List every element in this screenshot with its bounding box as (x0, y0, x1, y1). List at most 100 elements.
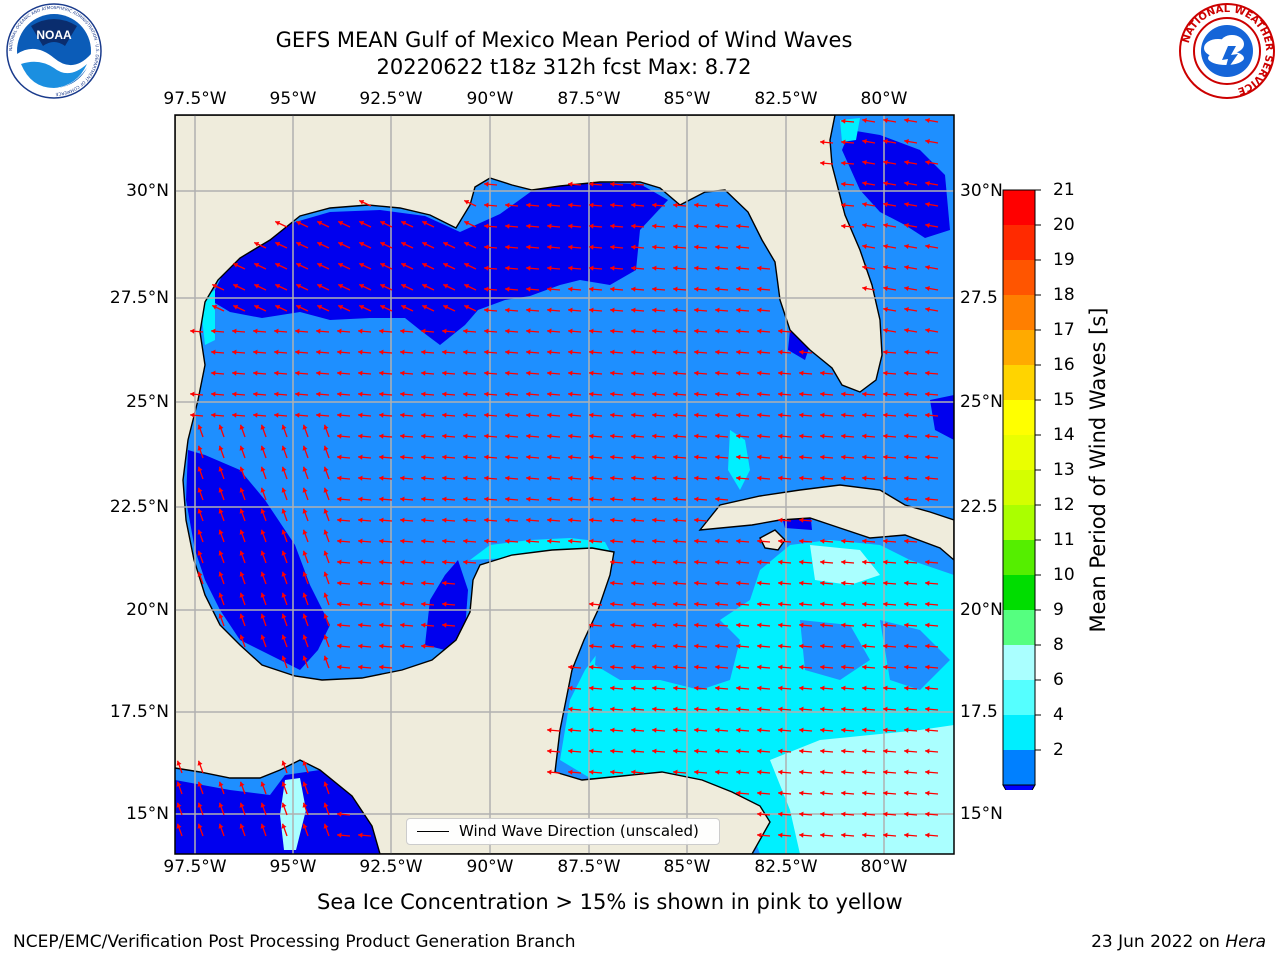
wind-arrow-head (274, 370, 279, 376)
wind-arrow-head (505, 202, 510, 208)
wind-arrow-head (862, 201, 867, 208)
wind-arrow-head (757, 664, 762, 670)
wind-arrow-head (694, 454, 699, 460)
wind-arrow-head (778, 412, 783, 418)
wind-arrow-head (547, 748, 552, 754)
wind-arrow-head (568, 370, 573, 376)
wind-arrow-head (820, 727, 825, 733)
wind-arrow-head (736, 454, 741, 460)
colorbar-tick-label: 17 (1053, 320, 1075, 340)
wind-arrow-head (652, 454, 657, 460)
wind-arrow-head (673, 286, 678, 292)
wind-arrow-head (736, 559, 741, 565)
wind-arrow-head (379, 475, 384, 481)
wind-arrow-head (736, 307, 741, 313)
wind-arrow-head (757, 643, 762, 649)
colorbar-segment (1003, 715, 1035, 750)
footer-date-text: 23 Jun 2022 on (1091, 932, 1220, 952)
wind-arrow-head (547, 349, 552, 355)
wind-arrow-head (904, 664, 909, 670)
wind-arrow-head (359, 241, 365, 247)
wind-arrow-head (757, 265, 762, 271)
wind-arrow-head (820, 685, 825, 691)
wind-arrow-head (673, 370, 678, 376)
wind-arrow-head (862, 832, 867, 838)
wind-arrow-head (862, 685, 867, 691)
wind-arrow-head (358, 538, 363, 544)
wind-arrow-head (610, 769, 615, 775)
wind-arrow-head (358, 832, 363, 838)
wind-arrow-head (862, 138, 867, 145)
nws-logo: NATIONAL WEATHER SERVICE (1179, 3, 1275, 99)
wind-arrow-head (254, 304, 260, 310)
wind-arrow-head (218, 550, 224, 556)
wind-arrow-head (379, 559, 384, 565)
wind-arrow-head (421, 349, 426, 355)
wind-arrow-head (443, 262, 449, 268)
wind-arrow-head (176, 802, 182, 808)
wind-arrow-head (883, 811, 888, 817)
wind-arrow-head (337, 622, 342, 628)
wind-arrow-head (883, 285, 888, 292)
wind-arrow-head (260, 571, 266, 577)
wind-arrow-head (904, 306, 909, 313)
wind-arrow-head (841, 559, 846, 565)
wind-arrow-head (568, 475, 573, 481)
wind-arrow-head (694, 265, 699, 271)
wind-arrow-head (275, 262, 281, 268)
wind-arrow-head (694, 580, 699, 586)
wind-arrow-head (316, 412, 321, 418)
wind-arrow-head (589, 202, 594, 208)
wind-arrow-head (323, 487, 329, 493)
wind-arrow-head (253, 412, 258, 418)
lat-tick-left: 25°N (126, 392, 169, 412)
wind-arrow-head (631, 538, 636, 544)
wind-arrow-head (526, 391, 531, 397)
wind-arrow-head (401, 241, 407, 247)
wind-arrow-head (841, 433, 846, 439)
wind-arrow-head (421, 370, 426, 376)
wind-arrow-head (337, 475, 342, 481)
wind-arrow-head (925, 769, 930, 775)
wind-arrow-head (904, 580, 909, 586)
wind-arrow-head (526, 412, 531, 418)
colorbar-segment (1003, 365, 1035, 400)
wind-arrow-head (862, 159, 867, 166)
wind-arrow-head (862, 222, 867, 229)
wind-arrow-head (904, 222, 909, 229)
lon-tick-top: 90°W (466, 89, 514, 109)
wind-arrow-head (197, 823, 203, 829)
wind-arrow-head (883, 412, 888, 418)
lon-tick-bottom: 92.5°W (359, 857, 423, 877)
wind-arrow-head (778, 685, 783, 691)
wind-arrow-head (757, 811, 762, 817)
wind-arrow-head (568, 538, 573, 544)
wind-arrow-head (442, 622, 447, 628)
lon-tick-bottom: 85°W (663, 857, 711, 877)
wind-arrow-head (799, 727, 804, 733)
wind-arrow-head (631, 370, 636, 376)
wind-arrow-head (316, 391, 321, 397)
wind-arrow-head (925, 180, 930, 187)
wind-arrow-head (589, 286, 594, 292)
wind-arrow-head (736, 538, 741, 544)
wind-arrow-head (652, 391, 657, 397)
wind-arrow-head (302, 550, 308, 556)
wind-arrow-head (799, 454, 804, 460)
wind-arrow-head (736, 727, 741, 733)
wind-arrow-head (820, 391, 825, 397)
wind-arrow-head (673, 349, 678, 355)
wind-arrow-head (568, 748, 573, 754)
wind-arrow-head (862, 433, 867, 439)
wave-period-2s-pacific (175, 770, 380, 854)
wind-arrow-head (841, 580, 846, 586)
wind-arrow-head (799, 748, 804, 754)
wind-arrow-head (673, 538, 678, 544)
wind-arrow-head (505, 244, 510, 250)
wind-arrow-head (484, 328, 489, 334)
wind-arrow-head (379, 517, 384, 523)
wind-arrow-head (862, 475, 867, 481)
wind-arrow-head (233, 262, 239, 268)
wind-arrow-head (260, 466, 266, 472)
wind-arrow-head (442, 391, 447, 397)
